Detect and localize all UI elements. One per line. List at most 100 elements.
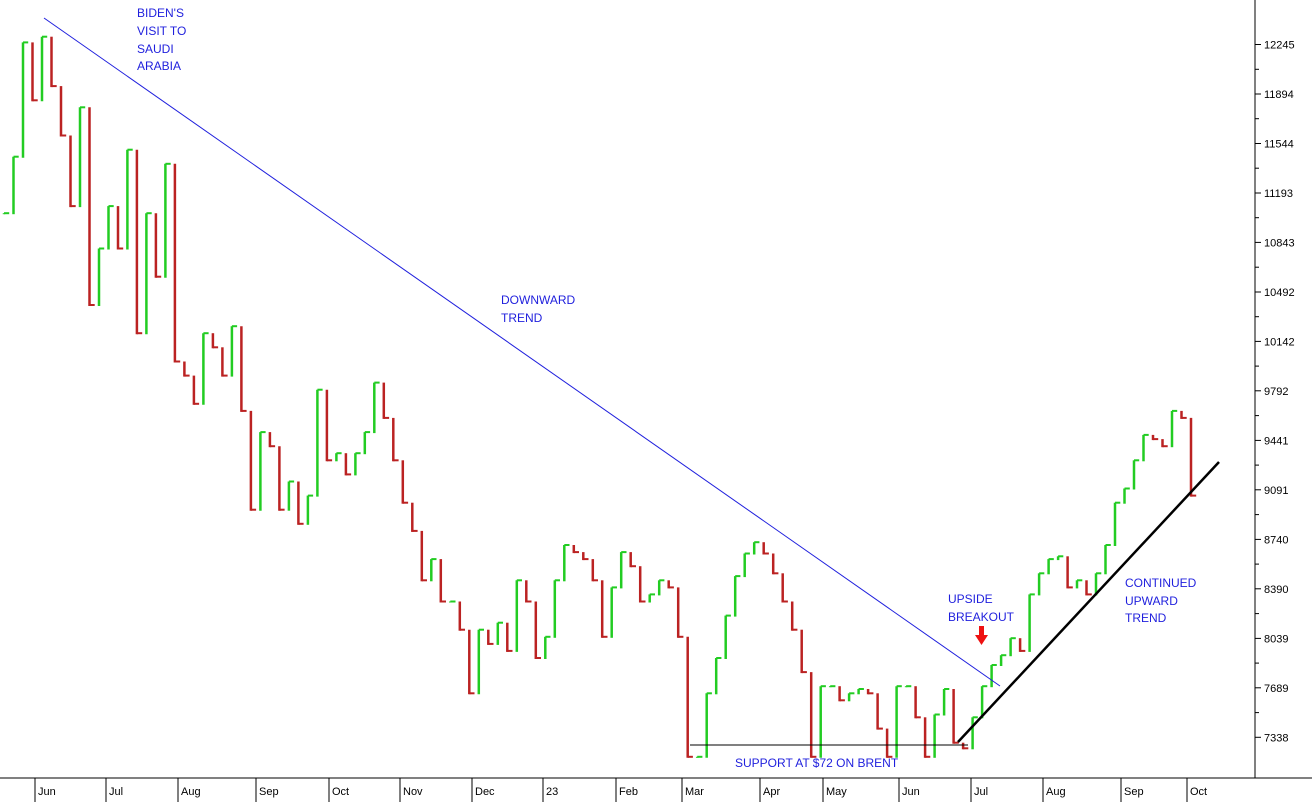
price-bar [458,601,465,631]
price-bar [240,326,247,412]
x-tick-label: Dec [475,786,495,798]
price-bar [249,410,257,511]
price-bar [373,381,380,434]
price-bar [164,162,171,278]
price-bar [306,494,314,525]
price-bar [354,452,361,476]
price-bar [714,657,722,695]
price-bar [1123,487,1130,504]
y-tick-label: 9091 [1264,485,1288,497]
price-bar [278,446,285,511]
price-bar [999,654,1007,666]
price-bar [69,135,76,208]
price-bar [771,553,779,575]
price-bar [752,541,760,555]
price-bar [173,163,181,363]
price-bar [487,629,494,645]
upside-breakout-annotation: UPSIDE BREAKOUT [948,592,1015,624]
price-bar [591,559,598,582]
x-axis: Jun Jul Aug Sep Oct Nov Dec 23 Feb Mar Apr May Jun Ju… [34,778,1207,802]
x-tick-label: Jul [974,786,988,798]
price-bars [2,35,1197,758]
y-tick-label: 9441 [1264,435,1288,447]
price-bar [705,692,712,758]
x-tick-label: Aug [181,786,201,798]
x-tick-label: Feb [619,786,638,798]
price-bar [762,542,769,555]
price-bar [563,544,570,582]
price-bar [468,629,475,695]
price-bar [923,717,931,758]
price-bar [619,551,627,589]
price-bar [297,481,304,525]
price-bar [1113,501,1121,546]
price-bar [1161,439,1168,448]
price-bar [59,86,67,137]
price-bar [961,742,969,750]
y-tick-label: 8390 [1264,584,1288,596]
price-bar [259,431,266,511]
price-bar [40,35,48,102]
price-bar [847,692,855,702]
price-bar [287,480,295,511]
price-bar [1132,459,1140,490]
y-tick-label: 8740 [1264,534,1288,546]
price-bar [534,601,541,659]
price-bar [733,575,741,617]
price-bar [895,685,902,758]
price-bar [107,205,114,250]
y-tick-label: 11894 [1264,89,1294,101]
price-bar [971,716,978,750]
price-bar [657,579,665,596]
price-bar [344,453,352,476]
price-bar [2,212,10,215]
x-tick-label: Sep [259,786,279,798]
price-bar [1047,558,1054,575]
y-tick-label: 10843 [1264,237,1295,249]
price-bar [316,388,323,497]
price-bar [1037,572,1045,596]
price-bar [904,685,912,688]
price-bar [183,361,190,377]
price-bar [857,688,864,695]
price-bar [942,688,950,716]
price-bar [1056,555,1064,561]
price-bar [430,558,437,582]
y-tick-label: 11544 [1264,139,1294,151]
price-bar [126,148,133,250]
price-bar [363,431,371,455]
price-bar [933,713,940,758]
price-bar [1189,417,1197,497]
price-bar [192,375,200,405]
price-bar [809,672,817,758]
price-bar [392,417,399,462]
price-bar [819,685,826,758]
price-bar [525,580,532,603]
price-bar [914,686,921,719]
price-bar [610,586,617,638]
price-bar [980,685,988,719]
price-bar [1104,544,1111,575]
y-tick-label: 7338 [1264,732,1288,744]
price-bar [221,347,228,377]
price-bar [695,755,703,758]
price-bar [401,460,409,504]
price-bar [648,593,655,603]
price-bar [553,579,560,638]
continued-upward-trend-annotation: CONTINUED UPWARD TREND [1125,576,1200,625]
price-bar [12,155,19,215]
price-bar [1075,579,1083,589]
price-bar [952,689,959,744]
y-tick-label: 10142 [1264,336,1295,348]
price-bar [1170,409,1178,448]
price-bar [600,580,608,638]
x-tick-label: 23 [546,786,558,798]
price-bar [1066,556,1073,589]
x-tick-label: Apr [763,786,780,798]
price-bar [135,149,143,335]
price-bar [496,621,503,645]
price-bar [78,106,86,208]
price-bar [686,636,693,758]
biden-annotation: BIDEN'S VISIT TO SAUDI ARABIA [137,6,190,73]
